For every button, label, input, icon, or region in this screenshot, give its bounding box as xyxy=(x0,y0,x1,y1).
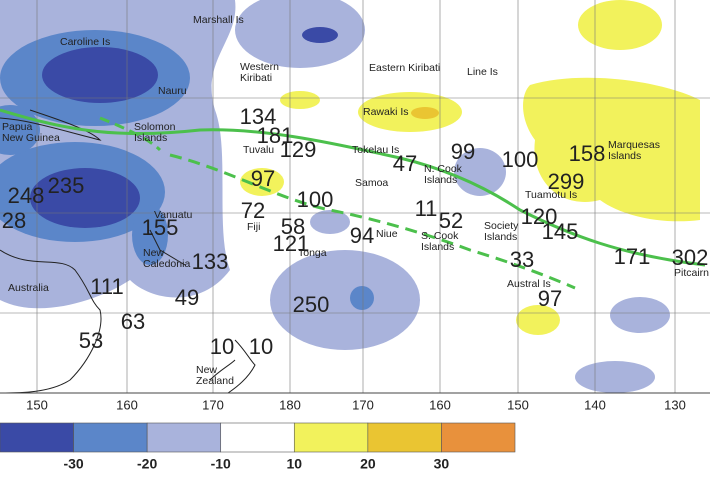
rainfall-value: 49 xyxy=(175,285,199,310)
place-label: Caledonia xyxy=(143,258,190,270)
place-label: Nauru xyxy=(158,85,187,97)
place-label: Western xyxy=(240,61,279,73)
rainfall-value: 10 xyxy=(249,334,273,359)
shading xyxy=(0,0,700,393)
place-label: New xyxy=(196,364,217,376)
place-label: S. Cook xyxy=(421,230,459,242)
place-label: Society xyxy=(484,220,519,232)
rainfall-value: 121 xyxy=(273,231,310,256)
place-label: New Guinea xyxy=(2,132,60,144)
rainfall-value: 72 xyxy=(241,198,265,223)
place-label: Caroline Is xyxy=(60,36,110,48)
place-label: Vanuatu xyxy=(154,209,192,221)
rainfall-value: 53 xyxy=(79,328,103,353)
place-label: Niue xyxy=(376,228,398,240)
place-label: Papua xyxy=(2,121,33,133)
rainfall-value: 302 xyxy=(672,245,709,270)
rainfall-value: 235 xyxy=(48,173,85,198)
place-label: New xyxy=(143,247,164,259)
place-label: Rawaki Is xyxy=(363,106,409,118)
place-label: Tuvalu xyxy=(243,144,274,156)
rainfall-value: 47 xyxy=(393,151,417,176)
legend-swatch xyxy=(293,422,369,453)
rainfall-value: 250 xyxy=(293,292,330,317)
place-label: N. Cook xyxy=(424,163,463,175)
rainfall-value: 58 xyxy=(281,214,305,239)
rainfall-value: 120 xyxy=(521,204,558,229)
longitude-label: 170 xyxy=(202,397,224,412)
rainfall-value: 155 xyxy=(142,215,179,240)
place-label: Marshall Is xyxy=(193,14,244,26)
place-label: Eastern Kiribati xyxy=(369,62,440,74)
place-label: Austral Is xyxy=(507,278,551,290)
convergence-zones xyxy=(0,108,706,290)
coastlines xyxy=(0,109,256,394)
legend-label: -30 xyxy=(63,456,83,472)
legend-label: -10 xyxy=(211,456,231,472)
rainfall-value: 100 xyxy=(502,147,539,172)
legend-swatch xyxy=(0,422,74,453)
place-label: Islands xyxy=(134,132,167,144)
rainfall-value: 97 xyxy=(251,166,275,191)
rainfall-value: 134 xyxy=(240,104,277,129)
place-label: Solomon xyxy=(134,121,176,133)
rainfall-value: 133 xyxy=(192,249,229,274)
rainfall-value: 129 xyxy=(280,137,317,162)
place-label: Islands xyxy=(424,174,457,186)
rainfall-value: 97 xyxy=(538,286,562,311)
longitude-label: 170 xyxy=(352,397,374,412)
grid xyxy=(0,0,710,393)
rainfall-value: 248 xyxy=(8,183,45,208)
place-label: Tonga xyxy=(298,247,327,259)
rainfall-value: 94 xyxy=(350,223,374,248)
longitude-label: 180 xyxy=(279,397,301,412)
place-label: Tokelau Is xyxy=(352,144,399,156)
place-label: Fiji xyxy=(247,221,260,233)
longitude-label: 160 xyxy=(429,397,451,412)
place-label: Islands xyxy=(608,150,641,162)
longitude-label: 140 xyxy=(584,397,606,412)
longitude-label: 150 xyxy=(507,397,529,412)
place-label: Islands xyxy=(484,231,517,243)
legend-swatch xyxy=(146,422,222,453)
rainfall-value: 145 xyxy=(542,219,579,244)
legend-label: 20 xyxy=(360,456,376,472)
place-label: Australia xyxy=(8,282,49,294)
longitude-label: 130 xyxy=(664,397,686,412)
rainfall-value: 171 xyxy=(614,244,651,269)
rainfall-value: 11 xyxy=(415,196,438,221)
rainfall-value: 63 xyxy=(121,309,145,334)
place-label: Samoa xyxy=(355,177,388,189)
rainfall-value: 10 xyxy=(210,334,234,359)
rainfall-value: 158 xyxy=(569,141,606,166)
legend-label: 30 xyxy=(434,456,450,472)
place-label: Islands xyxy=(421,241,454,253)
legend-label: -20 xyxy=(137,456,157,472)
rainfall-value: 52 xyxy=(439,208,463,233)
rainfall-value: 33 xyxy=(510,247,534,272)
rainfall-value: 99 xyxy=(451,139,475,164)
place-label: Line Is xyxy=(467,66,498,78)
rainfall-value: 28 xyxy=(2,208,26,233)
rainfall-value: 111 xyxy=(90,274,123,299)
rainfall-value: 100 xyxy=(297,187,334,212)
place-label: Pitcairn xyxy=(674,267,709,279)
legend-label: 10 xyxy=(286,456,302,472)
longitude-label: 150 xyxy=(26,397,48,412)
place-label: Tuamotu Is xyxy=(525,189,577,201)
place-label: Zealand xyxy=(196,375,234,387)
longitude-label: 160 xyxy=(116,397,138,412)
place-label: Kiribati xyxy=(240,72,272,84)
rainfall-value: 181 xyxy=(257,123,294,148)
rainfall-value: 299 xyxy=(548,169,585,194)
place-label: Marquesas xyxy=(608,139,660,151)
legend-swatch xyxy=(441,422,516,453)
legend-swatch xyxy=(220,422,295,453)
legend-swatch xyxy=(367,422,442,453)
legend-swatch xyxy=(73,422,148,453)
